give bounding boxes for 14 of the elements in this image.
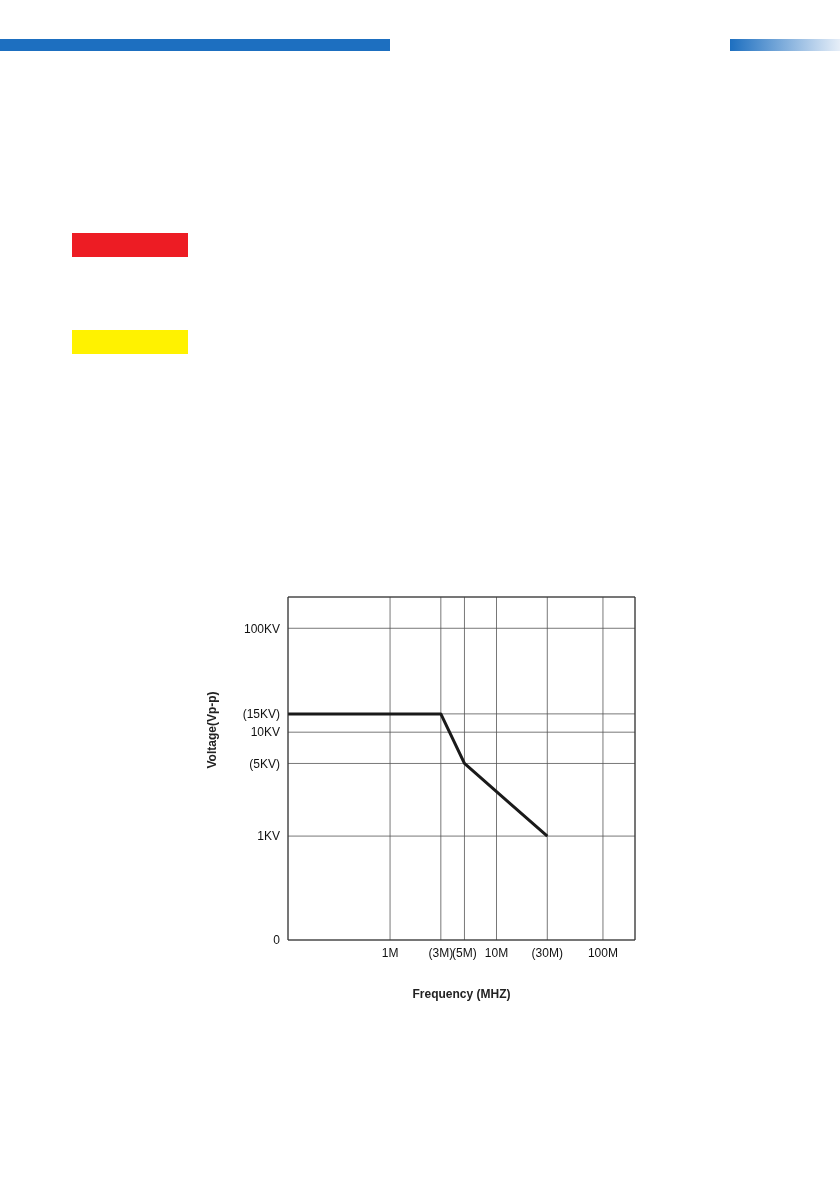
x-axis-title: Frequency (MHZ)	[412, 987, 511, 1001]
y-tick-label: 1KV	[257, 829, 280, 844]
x-tick-label: (5M)	[452, 945, 477, 960]
x-tick-label: 1M	[381, 945, 399, 960]
y-tick-label: (15KV)	[242, 707, 280, 722]
y-tick-label: 100KV	[243, 621, 280, 636]
x-tick-label: (3M)	[428, 945, 454, 960]
y-axis-title: Voltage(Vp-p)	[205, 691, 220, 769]
x-tick-label: 10M	[484, 945, 509, 960]
y-tick-label: 0	[273, 933, 281, 948]
x-tick-label: (30M)	[531, 945, 563, 960]
x-tick-label: 100M	[587, 945, 618, 960]
y-tick-label: (5KV)	[249, 756, 280, 771]
y-tick-label: 10KV	[250, 725, 280, 740]
